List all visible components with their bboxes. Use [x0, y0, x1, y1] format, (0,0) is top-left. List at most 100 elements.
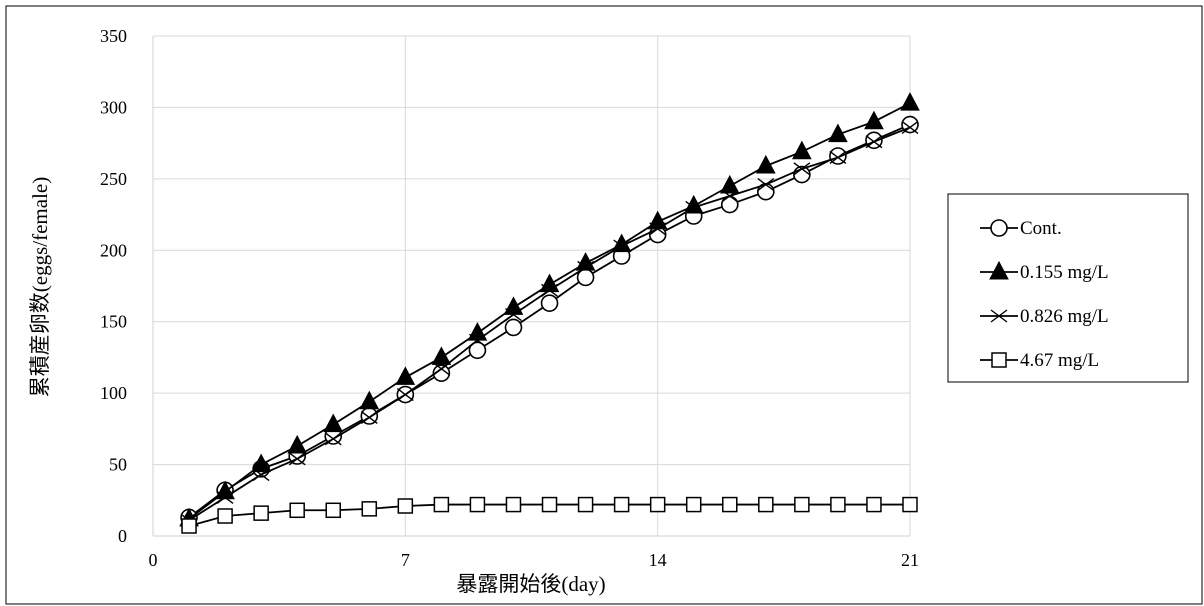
data-point [431, 346, 452, 365]
data-point [288, 452, 306, 466]
marker-stroke [649, 222, 667, 236]
marker-stroke [541, 283, 558, 297]
legend-label: Cont. [1020, 218, 1062, 239]
data-point [902, 496, 918, 513]
data-point [865, 135, 883, 149]
data-point [505, 496, 522, 513]
data-point [649, 222, 667, 236]
legend-entry: 0.826 mg/L [980, 306, 1109, 327]
data-point [469, 333, 486, 347]
marker-stroke [216, 490, 234, 504]
data-point [613, 496, 630, 513]
x-axis-title: 暴露開始後(day) [456, 572, 605, 596]
data-point [253, 505, 269, 521]
data-point [217, 508, 233, 524]
data-point [864, 110, 884, 130]
marker-stroke [613, 239, 631, 253]
marker-stroke [793, 162, 811, 176]
y-tick-label: 50 [109, 455, 127, 475]
data-point [758, 496, 774, 513]
y-tick-label: 300 [100, 97, 127, 117]
legend-marker [990, 219, 1008, 237]
data-point [828, 123, 848, 143]
data-point [469, 496, 486, 513]
data-point [289, 502, 305, 519]
data-point [720, 195, 739, 214]
data-point [325, 502, 341, 519]
y-axis-title: 累積産卵数(eggs/female) [28, 177, 52, 397]
legend-box [947, 193, 1189, 383]
marker-stroke [288, 452, 306, 466]
data-point [685, 496, 702, 513]
data-point [541, 496, 558, 513]
data-point [540, 294, 559, 312]
data-point [829, 150, 847, 164]
y-tick-label: 150 [100, 312, 127, 332]
marker-stroke [396, 388, 414, 402]
x-tick-label: 7 [401, 550, 410, 570]
y-tick-label: 250 [100, 169, 127, 189]
data-point [361, 501, 378, 517]
data-point [794, 496, 810, 513]
data-point [866, 496, 882, 513]
data-point [757, 178, 775, 192]
data-point [722, 496, 738, 513]
x-tick-label: 0 [149, 550, 158, 570]
marker-stroke [757, 178, 775, 192]
data-point [395, 366, 416, 385]
data-point [719, 174, 740, 194]
data-point [755, 154, 776, 174]
data-point [251, 453, 271, 473]
data-point [216, 490, 234, 504]
marker-stroke [865, 135, 883, 149]
y-tick-label: 100 [100, 383, 127, 403]
data-point [901, 120, 919, 134]
legend-marker [989, 260, 1009, 280]
data-point [721, 189, 739, 203]
legend-label: 0.155 mg/L [1020, 262, 1109, 283]
data-point [432, 362, 450, 376]
data-point [323, 413, 344, 433]
marker-stroke [469, 333, 486, 347]
axes: 0 50 100 150 200 250 300 350 0 7 14 21 [100, 26, 919, 570]
y-tick-label: 350 [100, 26, 127, 46]
marker-stroke [252, 468, 270, 482]
marker-stroke [990, 309, 1008, 323]
marker-stroke [324, 432, 342, 446]
data-point [685, 200, 703, 214]
y-tick-label: 200 [100, 240, 127, 260]
legend: Cont. 0.155 mg/L 0.826 mg/L 4.67 mg/L [947, 193, 1189, 383]
marker-stroke [577, 260, 594, 274]
x-tick-label: 14 [649, 550, 667, 570]
marker-stroke [685, 200, 703, 214]
series-4 [181, 496, 918, 534]
data-point [252, 468, 270, 482]
legend-marker [991, 352, 1007, 368]
series-layer [179, 92, 920, 534]
legend-entry: Cont. [980, 218, 1062, 239]
data-point [793, 162, 811, 176]
marker-stroke [360, 410, 378, 424]
data-point [360, 410, 378, 424]
data-point [397, 498, 414, 514]
legend-label: 4.67 mg/L [1020, 350, 1099, 371]
data-point [468, 341, 487, 360]
data-point [396, 388, 414, 402]
data-point [649, 496, 666, 513]
x-tick-label: 21 [901, 550, 919, 570]
data-point [900, 92, 920, 111]
marker-stroke [901, 120, 919, 134]
data-point [359, 390, 380, 410]
legend-marker [990, 309, 1008, 323]
data-point [433, 496, 450, 513]
data-point [577, 260, 594, 274]
marker-stroke [829, 150, 847, 164]
data-point [577, 496, 594, 513]
marker-stroke [432, 362, 450, 376]
data-point [505, 308, 522, 322]
data-point [792, 140, 812, 160]
data-point [504, 318, 523, 337]
data-point [324, 432, 342, 446]
